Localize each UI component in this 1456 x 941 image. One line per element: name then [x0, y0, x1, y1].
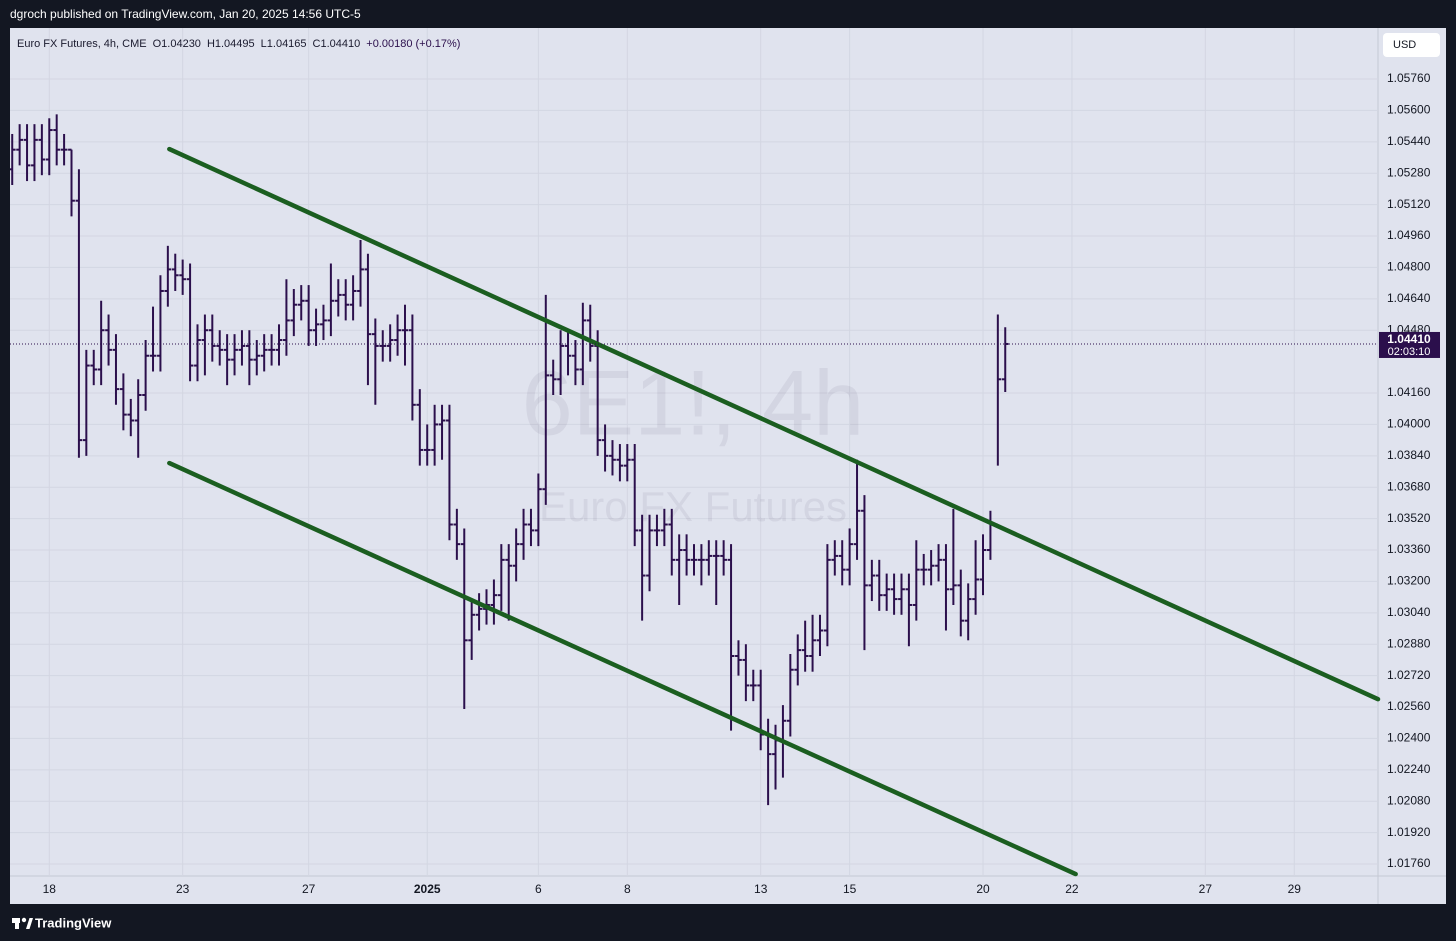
y-tick-label: 1.01760: [1387, 856, 1431, 870]
watermark-ticker: 6E1!, 4h: [522, 352, 865, 454]
y-tick-label: 1.03520: [1387, 511, 1431, 525]
y-tick-label: 1.05600: [1387, 103, 1431, 117]
grid: [10, 28, 1378, 876]
y-tick-label: 1.05760: [1387, 71, 1431, 85]
legend-open: O1.04230: [153, 38, 201, 50]
x-tick-label: 23: [176, 882, 190, 896]
trend-line: [167, 460, 1078, 877]
last-price-box: [1379, 331, 1440, 358]
y-tick-label: 1.02560: [1387, 699, 1431, 713]
y-tick-label: 1.04160: [1387, 385, 1431, 399]
chart-background: [10, 28, 1446, 904]
legend-high: H1.04495: [207, 38, 255, 50]
footer-brand: TradingView: [35, 915, 112, 930]
y-tick-label: 1.03680: [1387, 479, 1431, 493]
y-tick-label: 1.03840: [1387, 448, 1431, 462]
ohlc-legend: Euro FX Futures, 4h, CME O1.04230 H1.04495…: [17, 38, 460, 50]
x-tick-label: 18: [43, 882, 57, 896]
x-tick-label: 6: [535, 882, 542, 896]
y-tick-label: 1.04960: [1387, 228, 1431, 242]
right-frame: [1446, 28, 1456, 941]
y-tick-label: 1.04800: [1387, 260, 1431, 274]
y-tick-label: 1.02080: [1387, 793, 1431, 807]
left-frame: [0, 28, 10, 941]
header-bar: [0, 0, 1456, 28]
legend-low: L1.04165: [261, 38, 307, 50]
x-tick-label: 20: [976, 882, 990, 896]
y-tick-label: 1.05280: [1387, 165, 1431, 179]
currency-label[interactable]: USD: [1393, 39, 1416, 51]
x-tick-label: 27: [1199, 882, 1213, 896]
y-tick-label: 1.02720: [1387, 668, 1431, 682]
y-tick-label: 1.05120: [1387, 197, 1431, 211]
y-tick-label: 1.04000: [1387, 417, 1431, 431]
x-tick-label: 27: [302, 882, 316, 896]
watermark-name: Euro FX Futures: [539, 483, 847, 530]
x-tick-label: 29: [1288, 882, 1302, 896]
countdown-label: 02:03:10: [1388, 346, 1431, 358]
y-tick-label: 1.03200: [1387, 574, 1431, 588]
y-tick-label: 1.02400: [1387, 731, 1431, 745]
last-price-label: 1.04410: [1387, 332, 1431, 346]
publisher-note: dgroch published on TradingView.com, Jan…: [10, 7, 361, 21]
y-tick-label: 1.02240: [1387, 762, 1431, 776]
x-tick-label: 13: [754, 882, 768, 896]
y-tick-label: 1.03040: [1387, 605, 1431, 619]
legend-close: C1.04410: [313, 38, 361, 50]
axes: 1.05760 1.05600 1.05440 1.05280 1.05120 1.049…: [43, 71, 1440, 896]
x-tick-label: 22: [1065, 882, 1079, 896]
y-tick-label: 1.03360: [1387, 542, 1431, 556]
tradingview-logo: [12, 917, 33, 929]
currency-button[interactable]: [1383, 33, 1440, 57]
x-tick-label: 8: [624, 882, 631, 896]
footer-bar: [0, 904, 1456, 941]
y-tick-label: 1.01920: [1387, 825, 1431, 839]
x-tick-label: 2025: [414, 882, 441, 896]
legend-symbol: Euro FX Futures, 4h, CME: [17, 38, 147, 50]
y-tick-label: 1.04640: [1387, 291, 1431, 305]
trend-line: [167, 146, 1381, 702]
y-tick-label: 1.02880: [1387, 636, 1431, 650]
y-tick-label: 1.05440: [1387, 134, 1431, 148]
price-bars: [8, 114, 1381, 877]
legend-change: +0.00180 (+0.17%): [366, 38, 460, 50]
x-tick-label: 15: [843, 882, 857, 896]
